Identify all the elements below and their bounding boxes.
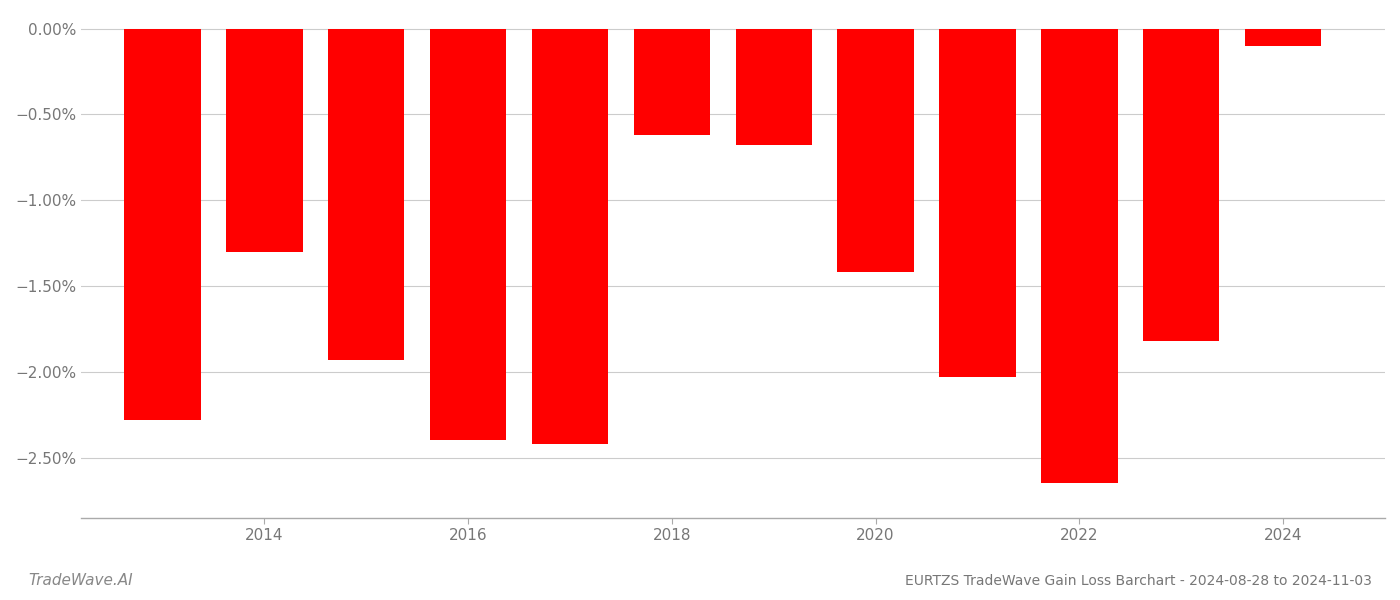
Bar (532, 29, 608, 444)
Bar (1142, 29, 1219, 341)
Bar (328, 29, 405, 360)
Bar (735, 29, 812, 145)
Bar (1245, 29, 1322, 46)
Bar (939, 29, 1015, 377)
Text: EURTZS TradeWave Gain Loss Barchart - 2024-08-28 to 2024-11-03: EURTZS TradeWave Gain Loss Barchart - 20… (906, 574, 1372, 588)
Bar (125, 29, 200, 420)
Bar (634, 29, 710, 135)
Bar (227, 29, 302, 252)
Text: TradeWave.AI: TradeWave.AI (28, 573, 133, 588)
Bar (430, 29, 507, 440)
Bar (1042, 29, 1117, 483)
Bar (837, 29, 914, 272)
